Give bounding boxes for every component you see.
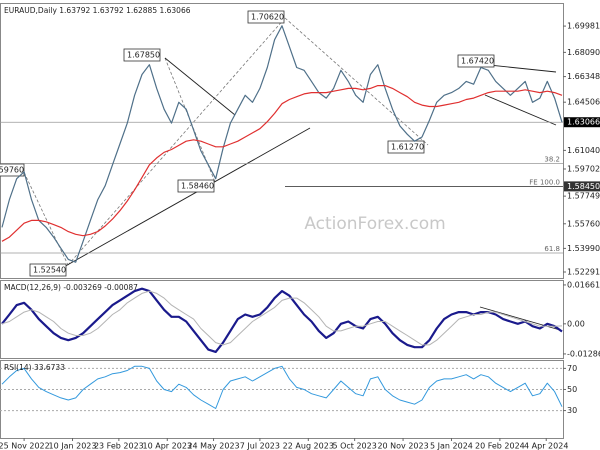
- y-tick-label: 1.61040: [567, 146, 600, 155]
- annotation: 1.70620: [247, 10, 285, 24]
- annotation-label: 1.70620: [251, 13, 284, 22]
- series-line: [1, 85, 563, 242]
- x-tick-label: 20 Nov 2023: [377, 442, 428, 450]
- x-tick-label: 23 Feb 2023: [94, 442, 144, 450]
- annotation-label: 1.61270: [391, 143, 424, 152]
- annotation-label: 1.52540: [33, 266, 66, 275]
- annotation-box: [0, 163, 25, 177]
- annotation-label: 1.59760: [0, 166, 24, 175]
- annotation: 1.59760: [0, 163, 25, 177]
- annotation-box: [123, 48, 161, 62]
- y-tick-label: 1.69981: [567, 22, 600, 31]
- annotation-label: 1.58460: [181, 182, 214, 191]
- x-tick-label: 24 May 2023: [187, 442, 239, 450]
- annotation: 1.67850: [123, 48, 161, 62]
- annotation: 1.52540: [29, 263, 67, 277]
- annotation-box: [387, 140, 425, 154]
- macd-panel: [0, 280, 564, 359]
- y-tick-label: 0.016619: [567, 280, 600, 289]
- annotation: 1.67420: [457, 54, 495, 68]
- fib-label: 61.8: [544, 245, 560, 253]
- series-line: [1, 365, 563, 409]
- x-tick-label: 22 Aug 2023: [283, 442, 334, 450]
- series-line: [1, 25, 563, 263]
- x-tick-label: 10 Apr 2023: [143, 442, 192, 450]
- panel-title: EURAUD,Daily 1.63792 1.63792 1.62885 1.6…: [4, 6, 191, 15]
- trend-lines: [61, 57, 561, 331]
- annotation-box: [457, 54, 495, 68]
- series-line: [1, 290, 563, 346]
- annotation: 1.58460: [177, 179, 215, 193]
- fib-label: FE 100.0: [529, 178, 560, 186]
- annotation-box: [247, 10, 285, 24]
- main-panel: [0, 3, 564, 279]
- y-tick-label: 30: [567, 406, 577, 415]
- x-tick-label: 7 Jul 2023: [240, 442, 280, 450]
- last-price-box: [564, 117, 600, 128]
- x-tick-label: 5 Jan 2024: [430, 442, 473, 450]
- x-tick-label: 4 Apr 2024: [524, 442, 568, 450]
- panel-title: RSI(14) 33.6733: [4, 363, 65, 372]
- y-tick-label: 1.55760: [567, 219, 600, 228]
- y-tick-label: -0.012864: [567, 349, 600, 358]
- y-tick-label: 1.52291: [567, 268, 600, 277]
- annotation: 1.61270: [387, 140, 425, 154]
- watermark: ActionForex.com: [304, 214, 445, 234]
- series-line: [1, 287, 563, 353]
- y-tick-label: 1.57749: [567, 192, 600, 201]
- y-tick-label: 1.59702: [567, 164, 600, 173]
- annotation-box: [177, 179, 215, 193]
- x-tick-label: 5 Oct 2023: [332, 442, 376, 450]
- y-tick-label: 1.66348: [567, 72, 600, 81]
- y-tick-label: 1.64506: [567, 98, 600, 107]
- y-tick-label: 1.68090: [567, 48, 600, 57]
- x-tick-label: 10 Jan 2023: [49, 442, 97, 450]
- y-tick-label: 70: [567, 364, 577, 373]
- annotation-box: [29, 263, 67, 277]
- fe-level-label: 1.58450: [567, 182, 600, 191]
- annotation-label: 1.67420: [461, 57, 494, 66]
- x-tick-label: 20 Feb 2024: [475, 442, 525, 450]
- last-price-label: 1.63066: [567, 118, 600, 127]
- annotation-label: 1.67850: [127, 51, 160, 60]
- rsi-panel: [0, 360, 564, 439]
- fib-label: 38.2: [544, 156, 560, 164]
- x-tick-label: 25 Nov 2022: [0, 442, 50, 450]
- y-tick-label: 50: [567, 385, 577, 394]
- fe-level-box: [564, 181, 600, 192]
- y-tick-label: 1.53990: [567, 244, 600, 253]
- panel-title: MACD(12,26,9) -0.003269 -0.00087: [4, 283, 138, 292]
- y-tick-label: 0.00: [567, 319, 585, 328]
